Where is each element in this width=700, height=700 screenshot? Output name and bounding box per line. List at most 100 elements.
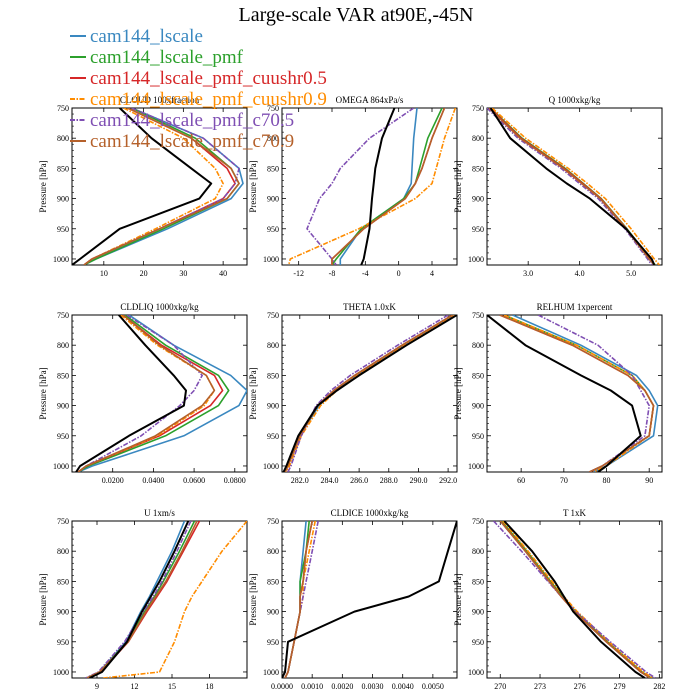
y-axis-label: Pressure [hPa] — [248, 160, 258, 212]
y-tick-label: 1000 — [468, 668, 484, 677]
panel-title: CLDICE 1000xkg/kg — [331, 508, 409, 518]
series-line-cam144-lscale-pmf — [284, 315, 454, 472]
series-line-cam144-lscale-pmf — [284, 521, 310, 678]
y-tick-label: 850 — [267, 371, 279, 380]
panel-relhum: RELHUM 1xpercent 750 800 850 900 950 1000 60 70 8… — [453, 302, 663, 485]
series-group — [282, 521, 457, 678]
y-tick-label: 1000 — [468, 462, 484, 471]
series-line-cam144-lscale-pmf-cuushr0-5 — [284, 315, 454, 472]
x-tick-label: 30 — [179, 269, 187, 278]
y-tick-label: 950 — [267, 638, 279, 647]
x-tick-label: 15 — [168, 682, 176, 691]
series-line-cam144-lscale-pmf-c70-5 — [85, 521, 192, 678]
x-tick-label: 0.0200 — [102, 476, 124, 485]
x-tick-label: 18 — [206, 682, 214, 691]
y-tick-label: 800 — [472, 341, 484, 350]
y-tick-label: 850 — [57, 371, 69, 380]
x-tick-label: 0.0400 — [142, 476, 164, 485]
legend-label: cam144_lscale_pmf_c70.5 — [90, 110, 294, 131]
y-tick-label: 950 — [267, 432, 279, 441]
x-tick-label: 20 — [140, 269, 148, 278]
plot-frame — [71, 520, 248, 679]
series-group — [72, 108, 244, 265]
panel-title: CLDLIQ 1000xkg/kg — [120, 302, 199, 312]
series-line-cam144-lscale-pmf-c70-5 — [77, 315, 203, 472]
series-line-cam144-lscale-pmf-c70-5 — [306, 108, 415, 265]
plot-frame — [486, 314, 663, 473]
x-tick-label: -8 — [329, 269, 336, 278]
x-tick-label: 10 — [100, 269, 108, 278]
series-line-cam144-lscale-pmf-cuushr0-9 — [285, 315, 456, 472]
x-tick-label: 0.0050 — [422, 682, 444, 691]
series-line-cam144-lscale-pmf-c70-5 — [487, 108, 653, 265]
series-group — [75, 315, 247, 472]
series-line-cam144-lscale-pmf-c70-5 — [83, 108, 240, 265]
legend-label: cam144_lscale_pmf — [90, 47, 244, 68]
legend: cam144_lscalecam144_lscale_pmfcam144_lsc… — [70, 26, 327, 152]
y-tick-label: 900 — [472, 402, 484, 411]
y-tick-label: 750 — [472, 104, 484, 113]
series-line-cam144-lscale — [77, 315, 247, 472]
series-line-cam144-lscale-pmf-cuushr0-9 — [502, 521, 654, 678]
series-group — [487, 108, 661, 265]
series-line-reference — [75, 315, 187, 472]
x-tick-label: 90 — [645, 476, 653, 485]
x-tick-label: 276 — [574, 682, 586, 691]
y-tick-label: 950 — [57, 638, 69, 647]
y-tick-label: 850 — [472, 577, 484, 586]
y-axis-label: Pressure [hPa] — [38, 367, 48, 419]
series-line-cam144-lscale-pmf — [500, 521, 652, 678]
series-line-cam144-lscale-pmf-c70-9 — [488, 108, 655, 265]
panel-title: Q 1000xkg/kg — [549, 95, 601, 105]
y-tick-label: 900 — [267, 608, 279, 617]
x-tick-label: 9 — [95, 682, 99, 691]
series-line-reference — [489, 108, 656, 265]
series-line-reference — [282, 521, 457, 678]
y-tick-label: 950 — [57, 225, 69, 234]
series-line-cam144-lscale-pmf-c70-5 — [493, 521, 656, 678]
series-line-cam144-lscale-pmf-cuushr0-9 — [503, 315, 655, 472]
series-line-reference — [282, 315, 457, 472]
y-tick-label: 900 — [472, 608, 484, 617]
series-line-cam144-lscale-pmf-cuushr0-9 — [284, 521, 316, 678]
y-tick-label: 950 — [57, 432, 69, 441]
legend-label: cam144_lscale_pmf_cuushr0.5 — [90, 68, 327, 89]
x-tick-label: 12 — [131, 682, 139, 691]
y-tick-label: 800 — [57, 547, 69, 556]
legend-entry-cam144-lscale-pmf: cam144_lscale_pmf — [70, 47, 244, 68]
y-tick-label: 750 — [267, 517, 279, 526]
legend-label: cam144_lscale_pmf_cuushr0.9 — [90, 89, 327, 110]
legend-entry-cam144-lscale-pmf-c70-9: cam144_lscale_pmf_c70.9 — [70, 131, 294, 152]
x-tick-label: 282 — [653, 682, 665, 691]
y-tick-label: 800 — [57, 134, 69, 143]
panel-cloud: CLOUD 100xfraction 750 800 850 900 950 1000 10 2… — [38, 95, 248, 278]
y-axis-label: Pressure [hPa] — [453, 160, 463, 212]
plot-frame — [486, 520, 663, 679]
series-line-cam144-lscale — [512, 315, 659, 472]
series-group — [282, 315, 457, 472]
series-line-cam144-lscale-pmf-c70-9 — [77, 315, 216, 472]
y-tick-label: 800 — [267, 341, 279, 350]
figure-title: Large-scale VAR at90E,-45N — [239, 4, 474, 26]
x-tick-label: 284.0 — [320, 476, 338, 485]
y-tick-label: 900 — [57, 402, 69, 411]
panel-theta: THETA 1.0xK 750 800 850 900 950 1000 282.0 284.0… — [248, 302, 458, 485]
y-tick-label: 1000 — [53, 668, 69, 677]
legend-entry-cam144-lscale-pmf-c70-5: cam144_lscale_pmf_c70.5 — [70, 110, 294, 131]
y-axis-label: Pressure [hPa] — [453, 573, 463, 625]
series-group — [487, 315, 659, 472]
x-tick-label: 4 — [430, 269, 434, 278]
y-tick-label: 800 — [472, 547, 484, 556]
y-tick-label: 850 — [267, 164, 279, 173]
y-tick-label: 750 — [57, 104, 69, 113]
x-tick-label: 0.0040 — [392, 682, 414, 691]
x-tick-label: 270 — [494, 682, 506, 691]
x-tick-label: -12 — [293, 269, 304, 278]
y-tick-label: 900 — [472, 195, 484, 204]
y-tick-label: 750 — [267, 311, 279, 320]
x-tick-label: 0 — [397, 269, 401, 278]
series-line-reference — [89, 521, 190, 678]
series-line-cam144-lscale-pmf-cuushr0-5 — [331, 108, 446, 265]
series-line-cam144-lscale-pmf-c70-9 — [284, 521, 313, 678]
